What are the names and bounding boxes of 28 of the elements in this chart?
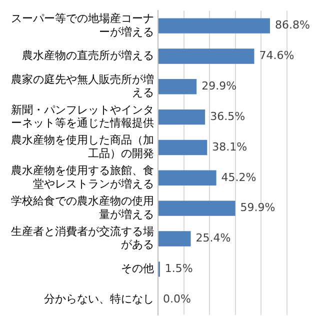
data-label: 86.8% bbox=[274, 18, 310, 32]
data-label: 59.9% bbox=[240, 201, 276, 214]
data-label: 74.6% bbox=[259, 49, 294, 62]
bar bbox=[158, 140, 208, 156]
y-tick-label: 農水産物を使用した商品（加工品）の開発 bbox=[11, 134, 154, 160]
y-tick-label: スーパー等での地場産コーナーが増える bbox=[11, 12, 154, 38]
bar bbox=[158, 109, 206, 125]
y-tick-label: 農水産物の直売所が増える bbox=[22, 49, 154, 62]
data-label: 29.9% bbox=[202, 80, 237, 93]
bar bbox=[158, 231, 191, 246]
bar bbox=[158, 200, 236, 216]
y-tick-label: 学校給食での農水産物の使用量が増える bbox=[11, 194, 154, 221]
bar bbox=[158, 79, 197, 94]
data-label: 25.4% bbox=[196, 232, 231, 245]
y-tick-label: 生産者と消費者が交流する場がある bbox=[11, 225, 154, 252]
bar bbox=[158, 18, 270, 34]
y-tick-label: その他 bbox=[121, 262, 154, 276]
data-label: 45.2% bbox=[221, 170, 256, 184]
bar bbox=[158, 170, 216, 186]
y-tick-label: 分からない、特になし bbox=[44, 292, 154, 306]
data-label: 38.1% bbox=[212, 140, 248, 154]
data-label: 36.5% bbox=[210, 110, 246, 123]
data-label: 0.0% bbox=[163, 292, 191, 306]
y-tick-label: 農家の庭先や無人販売所が増える bbox=[11, 72, 154, 100]
y-tick-label: 農水産物を使用する旅館、食堂やレストランが増える bbox=[11, 164, 154, 190]
bar bbox=[158, 48, 254, 64]
y-tick-label: 新聞・パンフレットやインターネット等を通じた情報提供 bbox=[11, 103, 154, 130]
data-label: 1.5% bbox=[164, 262, 193, 276]
